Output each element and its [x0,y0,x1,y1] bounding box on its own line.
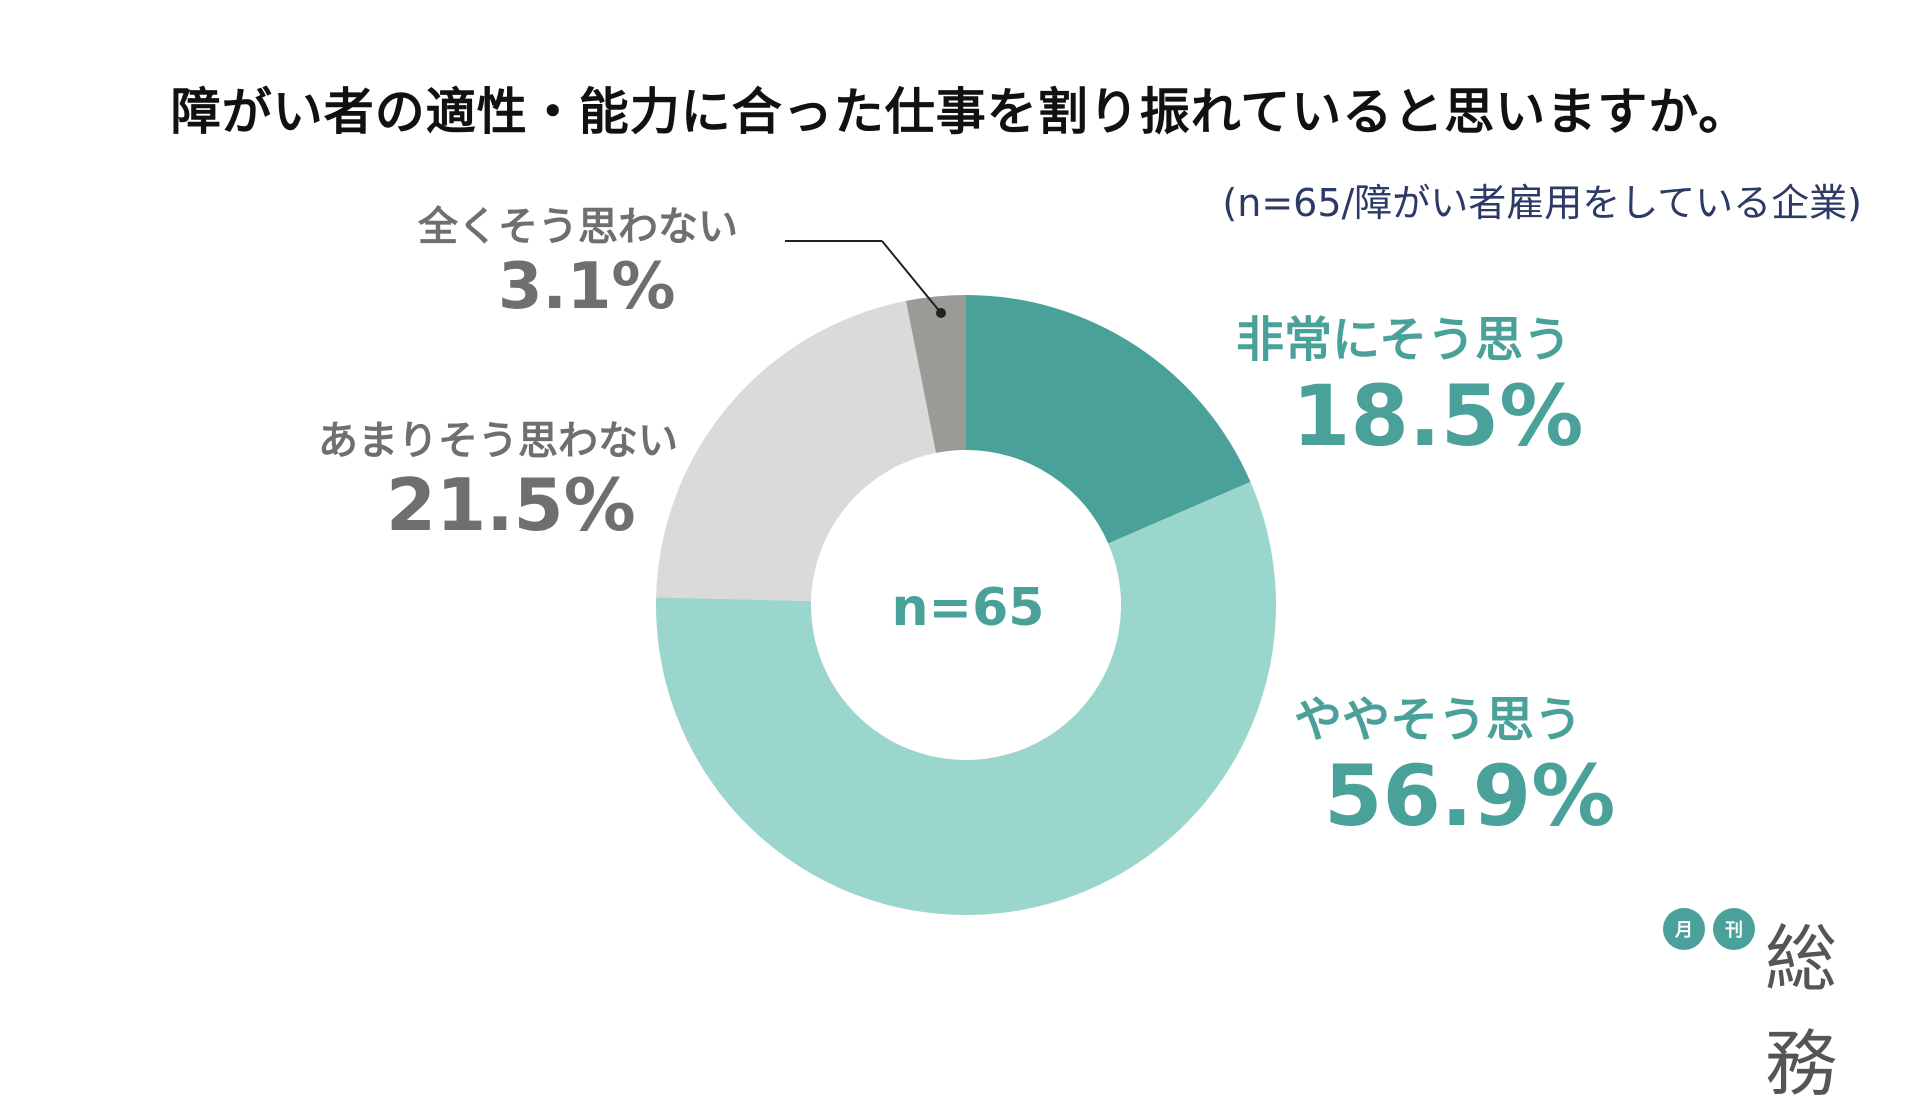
label-agree-percent: 56.9% [1324,747,1616,845]
label-strong-agree-category: 非常にそう思う [1236,312,1572,368]
gekkan-soumu-logo: 月 刊 総務 [1663,900,1903,1106]
label-agree-category: ややそう思う [1294,692,1583,748]
slice-strong-agree [966,295,1251,544]
label-agree: ややそう思う 56.9% [1294,680,1615,842]
chart-subtitle: (n=65/障がい者雇用をしている企業) [1222,181,1862,225]
logo-text: 総務 [1765,917,1840,1106]
logo-badge-month: 月 [1663,908,1705,950]
slice-agree [656,481,1276,915]
label-disagree-percent: 21.5% [386,463,636,547]
leader-line-diagonal [881,240,942,314]
label-disagree: あまりそう思わない 21.5% [298,408,678,545]
logo-badge-issue: 刊 [1713,908,1755,950]
center-sample-size: n=65 [891,578,1045,638]
leader-dot [936,308,946,318]
label-strong-agree: 非常にそう思う 18.5% [1236,300,1583,462]
label-strong-agree-percent: 18.5% [1292,367,1584,465]
label-strong-disagree-percent: 3.1% [498,250,676,324]
chart-title: 障がい者の適性・能力に合った仕事を割り振れていると思いますか。 [170,83,1750,141]
slice-disagree [656,300,936,602]
label-disagree-category: あまりそう思わない [318,418,678,464]
slice-strong-disagree [905,295,966,453]
label-strong-disagree: 全くそう思わない 3.1% [418,194,748,322]
donut-chart [656,240,1276,915]
label-strong-disagree-category: 全くそう思わない [418,204,738,250]
donut-slices [656,295,1276,915]
